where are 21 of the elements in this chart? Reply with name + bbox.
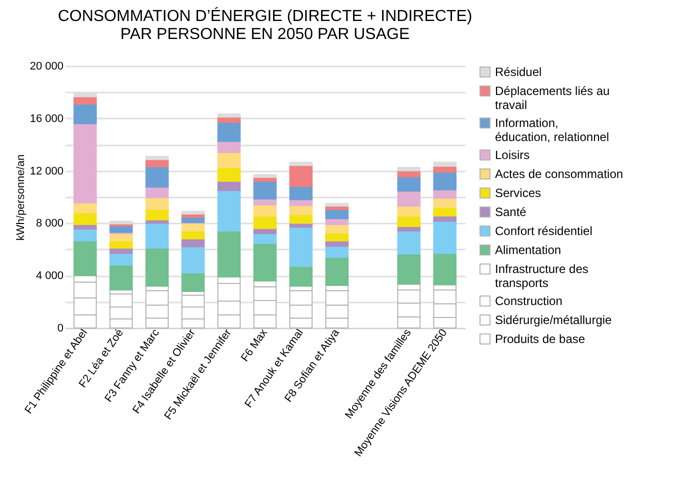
legend-label: Santé [495,205,527,219]
legend-label: Alimentation [495,243,562,257]
legend-label: Construction [495,294,562,308]
legend-label: Infrastructure des transports [495,262,588,290]
legend-label: Confort résidentiel [495,224,592,238]
legend-label: Actes de consommation [495,167,624,181]
y-tick-label: 4 000 [36,270,64,282]
y-tick-label: 0 [57,322,64,334]
y-tick-label: 16 000 [30,112,64,125]
y-tick-label: 20 000 [30,60,64,72]
y-tick-label: 12 000 [30,165,64,178]
legend-label: Déplacements liés au travail [495,84,610,112]
legend-label: Produits de base [495,332,586,346]
chart-title: CONSOMMATION D’ÉNERGIE (DIRECTE + INDIRECTE) PAR PERSONNE EN 2050 PAR USAGE [58,7,472,43]
legend-label: Services [495,186,542,200]
legend-label: Loisirs [495,148,530,162]
legend-label: Résiduel [495,65,542,79]
y-axis-title: kWh/personne/an [14,154,27,241]
y-tick-label: 8 000 [36,218,64,230]
legend-label: Information, éducation, relationnel [495,116,610,144]
legend-label: Sidérurgie/métallurgie [495,313,612,327]
